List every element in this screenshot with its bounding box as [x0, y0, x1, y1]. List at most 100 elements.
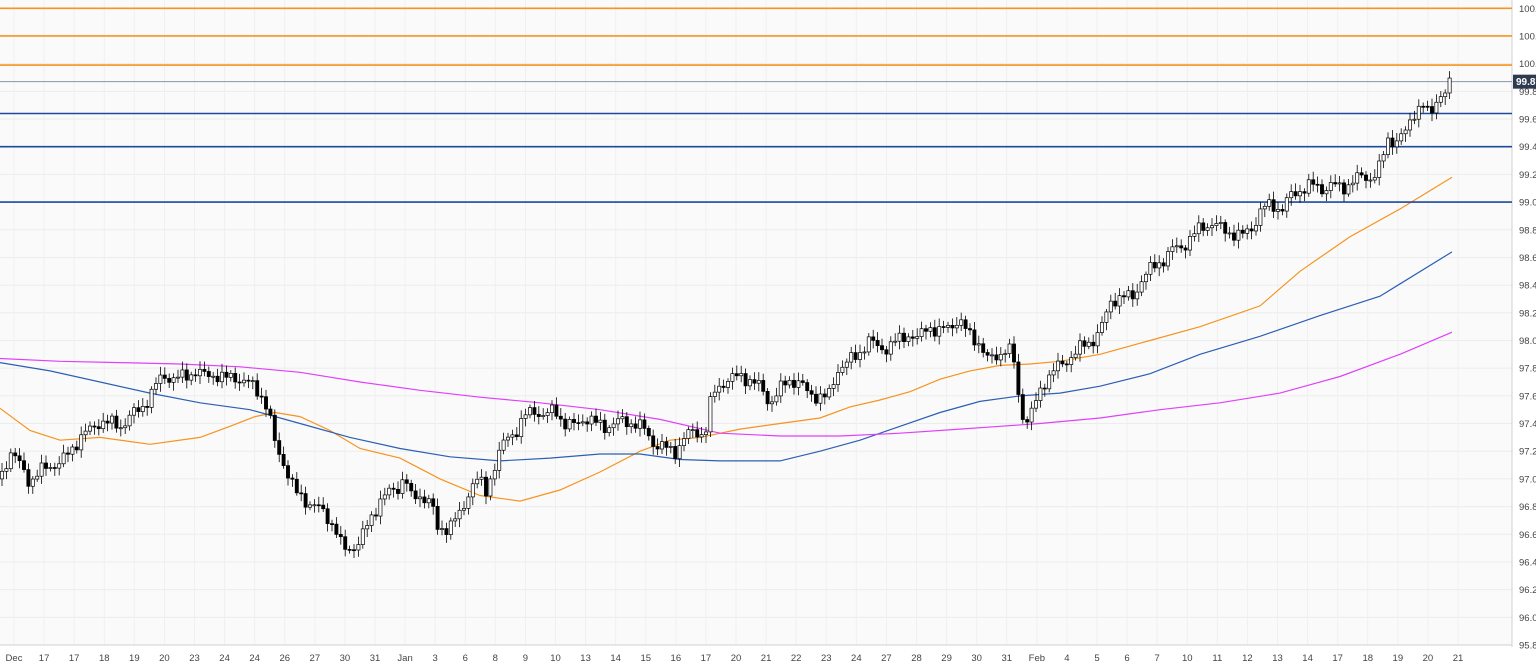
candle-body: [1078, 340, 1082, 355]
candle-body: [118, 427, 123, 430]
candle-body: [642, 419, 647, 429]
candle-body: [1254, 225, 1258, 232]
candle-body: [404, 479, 409, 484]
candle-body: [1056, 360, 1060, 372]
candle-body: [866, 336, 871, 353]
candle-body: [990, 354, 994, 357]
candle-body: [1086, 341, 1091, 347]
candle-body: [26, 469, 31, 487]
candle-body: [602, 419, 607, 433]
candle-body: [167, 378, 172, 383]
candle-body: [1148, 262, 1153, 275]
y-tick-label: 99.80: [1519, 87, 1536, 98]
candle-body: [998, 353, 1003, 361]
x-tick-label: Jan: [397, 653, 412, 664]
candle-body: [35, 475, 40, 480]
candle-body: [220, 371, 224, 383]
candle-body: [814, 393, 818, 404]
candle-body: [668, 446, 673, 448]
candle-body: [550, 404, 554, 413]
candle-body: [1117, 295, 1122, 307]
candle-body: [1082, 340, 1087, 347]
candle-body: [664, 441, 669, 448]
candle-body: [761, 380, 766, 392]
candle-body: [1346, 184, 1351, 195]
candle-body: [1038, 387, 1043, 401]
candle-body: [303, 493, 308, 508]
candle-body: [1262, 205, 1267, 210]
candle-body: [532, 407, 537, 415]
candle-body: [721, 385, 726, 388]
candle-body: [1020, 394, 1025, 420]
candle-body: [1240, 229, 1245, 234]
candle-body: [400, 479, 405, 494]
candle-body: [1091, 341, 1096, 347]
candle-body: [919, 328, 924, 337]
candle-body: [57, 463, 62, 469]
x-tick-label: 20: [1423, 653, 1434, 664]
candle-body: [215, 375, 220, 383]
candle-body: [259, 395, 264, 398]
candle-body: [519, 418, 524, 438]
y-tick-label: 96.60: [1519, 530, 1536, 541]
candle-body: [778, 380, 783, 397]
candle-body: [1144, 273, 1148, 283]
candle-body: [822, 393, 827, 398]
x-tick-label: 29: [941, 653, 952, 664]
candle-body: [308, 504, 312, 508]
candle-body: [624, 416, 629, 428]
candle-body: [844, 361, 849, 368]
x-tick-label: 10: [550, 653, 561, 664]
candle-body: [589, 415, 594, 425]
candle-body: [576, 422, 581, 424]
candle-body: [871, 336, 876, 341]
candle-body: [1183, 247, 1188, 251]
candle-body: [792, 379, 796, 388]
candle-body: [954, 324, 959, 329]
candle-body: [294, 478, 299, 494]
candle-body: [1359, 172, 1364, 176]
x-tick-label: 22: [791, 653, 802, 664]
candle-body: [448, 520, 453, 535]
candle-body: [110, 415, 114, 424]
candle-body: [198, 369, 202, 377]
candle-body: [959, 319, 964, 326]
x-tick-label: 21: [1453, 653, 1464, 664]
candle-body: [123, 425, 128, 429]
candle-body: [893, 340, 898, 343]
candle-body: [290, 477, 295, 480]
candle-body: [968, 328, 972, 331]
candle-body: [1438, 96, 1443, 103]
x-tick-label: 12: [1242, 653, 1253, 664]
candle-body: [356, 544, 361, 551]
x-tick-label: 27: [310, 653, 321, 664]
y-tick-label: 99.40: [1519, 142, 1536, 153]
candle-body: [853, 352, 858, 360]
x-tick-label: Feb: [1029, 653, 1045, 664]
x-tick-label: Dec: [6, 653, 23, 664]
candle-body: [541, 415, 546, 417]
candle-body: [1337, 182, 1342, 185]
candle-body: [4, 468, 9, 472]
candle-body: [268, 408, 273, 416]
candle-body: [330, 523, 334, 525]
candle-body: [1016, 361, 1021, 395]
candle-body: [1232, 232, 1236, 241]
candle-body: [682, 438, 686, 446]
candle-body: [105, 420, 110, 424]
candle-body: [1245, 228, 1250, 234]
y-tick-label: 100.20: [1519, 31, 1536, 42]
candle-body: [717, 385, 722, 393]
candle-body: [431, 498, 436, 507]
x-tick-label: 31: [1001, 653, 1012, 664]
candle-body: [1306, 179, 1311, 194]
candle-body: [79, 434, 84, 451]
candle-body: [365, 525, 370, 530]
candle-body: [580, 421, 585, 424]
candle-body: [435, 506, 440, 530]
candle-body: [1113, 300, 1118, 307]
candle-body: [66, 452, 70, 455]
candle-body: [479, 476, 484, 480]
candle-body: [726, 381, 730, 388]
